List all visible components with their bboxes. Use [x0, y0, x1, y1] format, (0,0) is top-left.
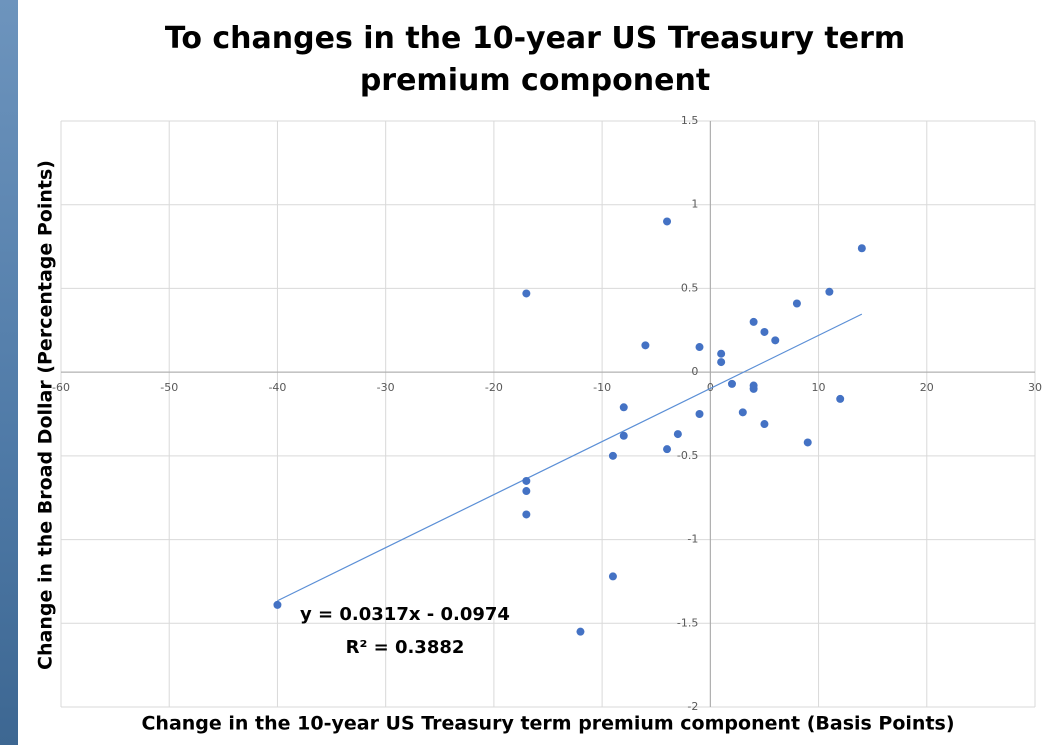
- x-axis-title: Change in the 10-year US Treasury term p…: [141, 713, 954, 735]
- scatter-point: [522, 487, 531, 496]
- scatter-point: [663, 217, 672, 226]
- scatter-point: [695, 343, 704, 352]
- scatter-point: [608, 572, 617, 581]
- scatter-point: [673, 430, 682, 439]
- x-tick-label: 10: [812, 381, 826, 394]
- chart-title: To changes in the 10-year US Treasury te…: [164, 21, 906, 98]
- y-tick-label: 0: [691, 365, 698, 378]
- scatter-point: [522, 476, 531, 485]
- y-tick-label: -0.5: [677, 449, 698, 462]
- scatter-point: [771, 336, 780, 345]
- scatter-point: [695, 410, 704, 418]
- x-tick-label: 20: [920, 381, 934, 394]
- scatter-point: [717, 349, 726, 358]
- x-tick-label: -60: [52, 381, 70, 394]
- scatter-point: [273, 600, 282, 609]
- scatter-point: [619, 431, 628, 440]
- scatter-point: [522, 289, 531, 298]
- y-tick-label: 0.5: [681, 281, 699, 294]
- scatter-point: [608, 451, 617, 460]
- scatter-point: [857, 244, 866, 253]
- trendline-r-squared: R² = 0.3882: [346, 637, 465, 658]
- trendline: [277, 313, 863, 602]
- y-tick-label: 1.5: [681, 114, 699, 127]
- x-tick-label: 0: [707, 381, 714, 394]
- y-tick-label: -1: [687, 533, 698, 546]
- x-tick-label: -40: [268, 381, 286, 394]
- scatter-point: [738, 408, 747, 417]
- x-tick-label: -50: [160, 381, 178, 394]
- scatter-point: [792, 299, 801, 308]
- x-tick-label: -10: [593, 381, 611, 394]
- x-tick-label: -20: [485, 381, 503, 394]
- scatter-point: [825, 287, 834, 296]
- scatter-point: [749, 317, 758, 326]
- scatter-point: [727, 379, 736, 388]
- scatter-point: [663, 445, 672, 454]
- y-tick-label: 1: [691, 198, 698, 211]
- scatter-point: [717, 358, 726, 367]
- scatter-point: [760, 327, 769, 336]
- scatter-point: [760, 420, 769, 429]
- scatter-point: [641, 341, 650, 350]
- x-tick-label: 30: [1028, 381, 1042, 394]
- x-tick-label: -30: [377, 381, 395, 394]
- scatter-point: [749, 384, 758, 393]
- scatter-point: [803, 438, 812, 447]
- y-tick-label: -1.5: [677, 616, 698, 629]
- y-tick-label: -2: [687, 700, 698, 713]
- y-axis-title: Change in the Broad Dollar (Percentage P…: [35, 160, 57, 670]
- scatter-point: [522, 510, 531, 519]
- scatter-point: [836, 394, 845, 403]
- trendline-equation: y = 0.0317x - 0.0974: [300, 604, 510, 625]
- scatter-point: [576, 627, 585, 636]
- scatter-point: [619, 403, 628, 412]
